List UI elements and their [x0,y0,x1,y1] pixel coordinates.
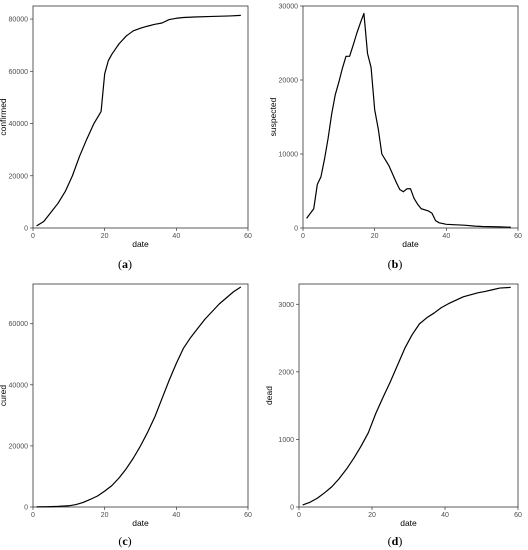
panel-caption: (a) [118,257,132,271]
x-tick-label: 0 [301,233,305,240]
y-tick-label: 30000 [279,4,299,11]
y-tick-label: 20000 [279,78,299,85]
y-axis-title: cured [0,385,8,407]
x-tick-label: 40 [442,233,450,240]
panel-d: 0 20 40 60 0 1000 2000 3000 date dead (d) [264,283,522,548]
y-tick-label: 40000 [9,121,29,128]
x-tick-label: 40 [441,512,449,519]
x-tick-label: 20 [371,233,379,240]
panel-caption: (b) [388,257,403,271]
x-axis-title: date [132,239,149,249]
y-tick-label: 1000 [278,437,294,444]
x-tick-label: 20 [101,512,109,519]
x-tick-label: 20 [368,512,376,519]
panel-a: 0 20 40 60 0 20000 40000 60000 80000 date confirme… [0,5,252,271]
series-line-confirmed [36,14,241,227]
x-tick-label: 60 [514,512,522,519]
y-axis-title: suspected [268,97,278,136]
y-tick-label: 20000 [9,173,29,180]
x-tick-label: 0 [297,512,301,519]
y-tick-label: 40000 [9,382,29,389]
panel-border [302,5,519,229]
y-tick-label: 3000 [278,302,294,309]
x-axis-title: date [400,518,417,528]
panel-caption: (c) [118,534,131,548]
panel-border [32,283,249,508]
panel-border [298,283,519,508]
series-line-cured [36,286,242,508]
y-tick-label: 60000 [9,321,29,328]
y-tick-label: 10000 [279,152,299,159]
x-tick-label: 0 [31,233,35,240]
x-axis-title: date [132,518,149,528]
y-axis-title: confirmed [0,98,8,136]
x-axis-title: date [402,239,419,249]
panel-c: 0 20 40 60 0 20000 40000 60000 date cured (c) [0,283,252,548]
x-tick-label: 60 [244,233,252,240]
series-line-suspected [306,12,511,228]
y-tick-label: 20000 [9,443,29,450]
x-tick-label: 20 [101,233,109,240]
x-tick-label: 0 [31,512,35,519]
y-tick-label: 0 [24,226,28,233]
y-tick-label: 60000 [9,69,29,76]
panel-b: 0 20 40 60 0 10000 20000 30000 date suspected (b) [268,4,522,272]
x-tick-label: 40 [172,233,180,240]
y-tick-label: 2000 [278,369,294,376]
y-tick-label: 0 [24,505,28,512]
panel-caption: (d) [388,534,403,548]
panel-border [32,5,249,229]
y-tick-label: 0 [294,226,298,233]
x-tick-label: 60 [244,512,252,519]
y-axis-title: dead [264,386,274,405]
series-line-dead [302,286,511,506]
x-tick-label: 40 [172,512,180,519]
x-tick-label: 60 [514,233,522,240]
y-tick-label: 80000 [9,17,29,24]
y-tick-label: 0 [290,505,294,512]
